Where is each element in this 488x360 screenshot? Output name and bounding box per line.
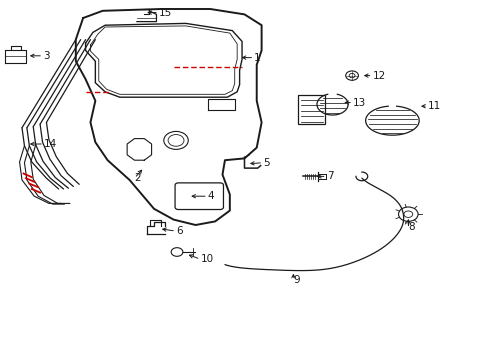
FancyBboxPatch shape — [298, 95, 325, 124]
Text: 7: 7 — [326, 171, 333, 181]
Text: 13: 13 — [352, 98, 366, 108]
Text: 14: 14 — [44, 139, 57, 149]
Text: 9: 9 — [293, 275, 300, 285]
Text: 15: 15 — [159, 8, 172, 18]
Text: 2: 2 — [134, 173, 141, 183]
FancyBboxPatch shape — [175, 183, 223, 210]
Text: 6: 6 — [176, 226, 183, 236]
Text: 4: 4 — [207, 191, 214, 201]
Text: 10: 10 — [200, 254, 213, 264]
Text: 8: 8 — [407, 222, 414, 232]
Text: 1: 1 — [254, 53, 261, 63]
Text: 11: 11 — [427, 101, 440, 111]
Text: 5: 5 — [263, 158, 269, 168]
Text: 12: 12 — [372, 71, 385, 81]
Text: 3: 3 — [43, 51, 50, 61]
